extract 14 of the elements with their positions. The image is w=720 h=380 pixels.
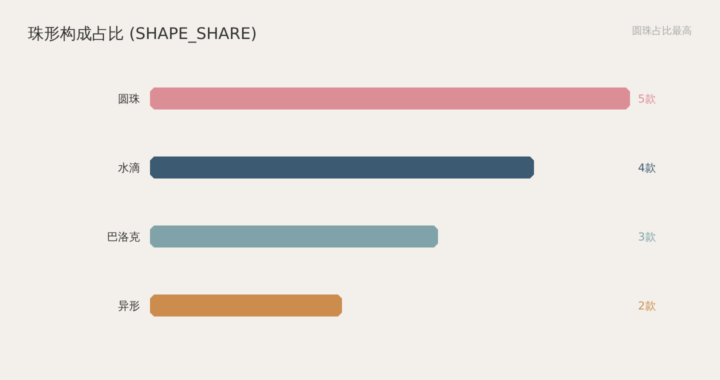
bar [150, 294, 342, 316]
y-tick-label: 水滴 [118, 162, 140, 174]
data-label: 4款 [638, 162, 656, 174]
text: 圆珠占比最高 [632, 25, 692, 37]
chart-title: 珠形构成占比 (SHAPE_SHARE) [28, 24, 257, 43]
bar [150, 226, 438, 248]
data-label: 3款 [638, 230, 656, 244]
bar [150, 88, 630, 110]
y-tick-label: 圆珠 [118, 92, 140, 106]
y-tick-label: 巴洛克 [107, 230, 140, 244]
data-label: 5款 [638, 92, 656, 106]
data-label: 2款 [638, 300, 656, 312]
bar [150, 156, 534, 178]
y-tick-label: 异形 [118, 300, 140, 312]
